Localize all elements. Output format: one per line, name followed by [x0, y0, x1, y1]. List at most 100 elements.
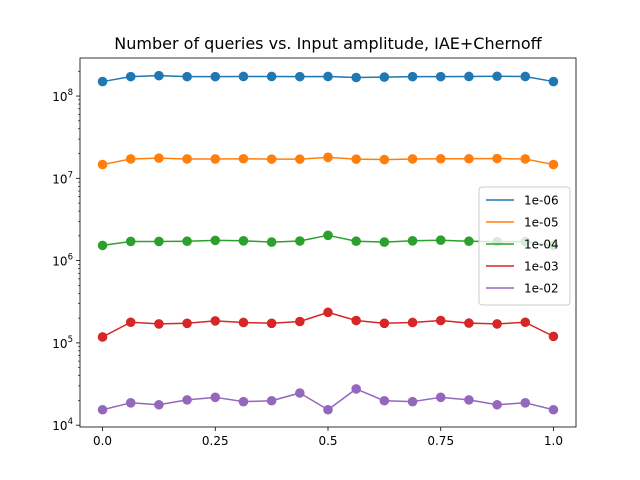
data-point: [266, 71, 277, 82]
data-point: [351, 315, 361, 326]
data-point: [154, 153, 164, 163]
data-point: [379, 395, 390, 406]
data-point: [295, 71, 305, 82]
data-point: [210, 316, 221, 326]
data-point: [464, 153, 474, 164]
data-point: [182, 318, 192, 329]
data-point: [97, 404, 108, 415]
chart-title: Number of queries vs. Input amplitude, I…: [114, 34, 542, 53]
data-point: [351, 236, 361, 247]
data-point: [125, 317, 136, 328]
data-point: [379, 318, 390, 329]
data-point: [351, 154, 361, 164]
data-point: [520, 397, 531, 408]
data-point: [435, 71, 446, 82]
data-point: [238, 236, 249, 246]
legend-label: 1e-03: [524, 260, 559, 274]
data-point: [266, 154, 277, 164]
series-1e-03: [97, 307, 559, 342]
y-tick-label: 108: [52, 88, 73, 104]
data-point: [97, 332, 108, 342]
data-point: [210, 392, 221, 403]
data-point: [379, 154, 390, 165]
data-point: [125, 71, 136, 82]
data-point: [379, 72, 390, 82]
data-point: [125, 397, 136, 408]
data-point: [182, 236, 192, 247]
data-point: [238, 396, 249, 407]
data-point: [266, 395, 277, 406]
data-point: [351, 384, 361, 394]
data-point: [182, 71, 192, 82]
data-point: [492, 399, 502, 410]
data-point: [97, 76, 108, 87]
series-1e-05: [97, 152, 559, 170]
data-point: [464, 71, 474, 82]
data-point: [295, 236, 305, 246]
data-point: [548, 331, 559, 342]
data-point: [295, 316, 305, 327]
data-point: [266, 318, 277, 329]
x-tick-label: 0.75: [427, 434, 454, 448]
data-point: [238, 317, 249, 328]
y-tick-label: 105: [52, 335, 73, 351]
x-axis: 0.0 0.25 0.5 0.75 1.0: [93, 427, 563, 448]
data-point: [435, 315, 446, 326]
data-point: [464, 395, 474, 405]
data-point: [154, 236, 164, 247]
legend-label: 1e-04: [524, 238, 559, 252]
data-point: [97, 159, 108, 170]
x-tick-label: 0.25: [202, 434, 229, 448]
data-point: [210, 154, 221, 164]
data-point: [323, 71, 333, 82]
data-point: [407, 317, 418, 328]
data-point: [407, 71, 418, 82]
data-point: [520, 154, 531, 164]
data-point: [492, 71, 502, 82]
data-point: [407, 396, 418, 407]
data-point: [323, 152, 333, 163]
data-point: [548, 76, 559, 87]
data-point: [407, 154, 418, 164]
y-tick-label: 107: [52, 170, 73, 186]
data-point: [295, 388, 305, 398]
data-point: [520, 71, 531, 82]
data-point: [238, 153, 249, 164]
data-point: [210, 235, 221, 246]
data-point: [154, 70, 164, 81]
data-point: [125, 154, 136, 164]
series-group: [97, 70, 559, 415]
data-point: [295, 154, 305, 164]
data-point: [97, 240, 108, 251]
x-tick-label: 0.5: [318, 434, 337, 448]
series-1e-06: [97, 70, 559, 87]
data-point: [323, 230, 333, 241]
plot-frame: [79, 57, 577, 428]
data-point: [435, 392, 446, 403]
data-point: [548, 159, 559, 170]
y-tick-label: 106: [52, 253, 73, 269]
y-axis: 104 105 106 107 108: [52, 70, 80, 433]
data-point: [435, 153, 446, 164]
data-point: [182, 154, 192, 164]
data-point: [379, 237, 390, 247]
data-point: [182, 395, 192, 405]
legend-label: 1e-02: [524, 282, 559, 296]
x-tick-label: 1.0: [544, 434, 563, 448]
data-point: [125, 236, 136, 247]
series-1e-02: [97, 384, 559, 415]
data-point: [435, 235, 446, 246]
data-point: [492, 153, 502, 164]
x-tick-label: 0.0: [93, 434, 112, 448]
legend: 1e-06 1e-05 1e-04 1e-03 1e-02: [478, 186, 571, 306]
data-point: [238, 71, 249, 82]
data-point: [351, 72, 361, 83]
data-point: [266, 237, 277, 247]
data-point: [464, 318, 474, 328]
legend-label: 1e-05: [524, 216, 559, 230]
data-point: [464, 236, 474, 247]
data-point: [492, 319, 502, 329]
data-point: [323, 307, 333, 318]
data-point: [407, 236, 418, 246]
